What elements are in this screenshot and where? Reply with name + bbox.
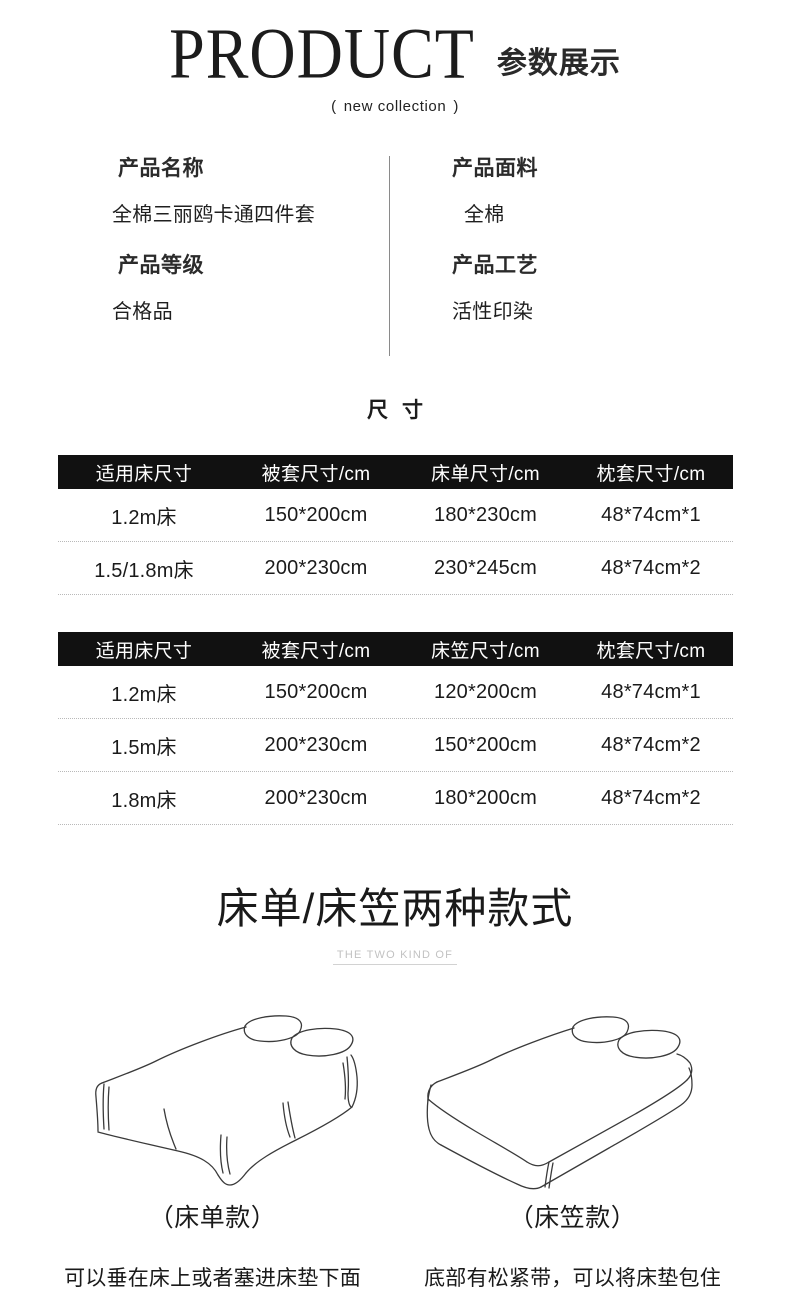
- styles-section-subtitle: THE TWO KIND OF: [332, 949, 458, 965]
- size-table-fitted-sheet: 适用床尺寸 被套尺寸/cm 床笠尺寸/cm 枕套尺寸/cm 1.2m床 150*…: [58, 632, 733, 825]
- cell-pillowcase-size: 48*74cm*2: [601, 786, 701, 809]
- table-row: 1.8m床 200*230cm 180*200cm 48*74cm*2: [58, 772, 733, 825]
- column-header-bed-size: 适用床尺寸: [95, 640, 193, 662]
- caption-fitted-sheet: （床笠款） 底部有松紧带，可以将床垫包住: [400, 1198, 745, 1292]
- flat-sheet-illustration: [60, 985, 390, 1195]
- caption-title: （床单款）: [148, 1204, 277, 1232]
- spec-value: 活性印染: [452, 301, 534, 323]
- table-row: 1.2m床 150*200cm 120*200cm 48*74cm*1: [58, 666, 733, 719]
- cell-bed-size: 1.5m床: [111, 736, 177, 759]
- cell-fitted-sheet-size: 150*200cm: [434, 733, 537, 756]
- product-spec-block: 产品名称 全棉三丽鸥卡通四件套 产品等级 合格品 产品面料 全棉 产品工艺 活性…: [0, 152, 790, 362]
- page-header: PRODUCT 参数展示 ( new collection): [0, 0, 790, 140]
- table-header-row: 适用床尺寸 被套尺寸/cm 床单尺寸/cm 枕套尺寸/cm: [58, 455, 733, 489]
- caption-description: 可以垂在床上或者塞进床垫下面: [64, 1267, 361, 1290]
- spec-value: 全棉: [464, 204, 505, 226]
- spec-label: 产品名称: [118, 157, 204, 180]
- table-row: 1.5/1.8m床 200*230cm 230*245cm 48*74cm*2: [58, 542, 733, 595]
- cell-duvet-cover-size: 150*200cm: [264, 680, 368, 703]
- cell-duvet-cover-size: 200*230cm: [264, 786, 368, 809]
- column-header-flat-sheet-size: 床单尺寸/cm: [431, 463, 540, 485]
- cell-bed-size: 1.5/1.8m床: [94, 559, 194, 582]
- column-header-duvet-cover-size: 被套尺寸/cm: [261, 463, 371, 485]
- header-title-row: PRODUCT 参数展示: [0, 18, 790, 90]
- column-header-pillowcase-size: 枕套尺寸/cm: [596, 463, 706, 485]
- table-row: 1.5m床 200*230cm 150*200cm 48*74cm*2: [58, 719, 733, 772]
- table-row: 1.2m床 150*200cm 180*230cm 48*74cm*1: [58, 489, 733, 542]
- size-table-flat-sheet: 适用床尺寸 被套尺寸/cm 床单尺寸/cm 枕套尺寸/cm 1.2m床 150*…: [58, 455, 733, 595]
- page-title-chinese: 参数展示: [496, 47, 621, 80]
- spec-item-product-name: 产品名称 全棉三丽鸥卡通四件套: [112, 152, 315, 227]
- cell-pillowcase-size: 48*74cm*1: [601, 503, 701, 526]
- column-header-pillowcase-size: 枕套尺寸/cm: [596, 640, 706, 662]
- column-header-bed-size: 适用床尺寸: [95, 463, 193, 485]
- styles-section-title: 床单/床笠两种款式: [216, 885, 574, 932]
- subtitle-close-paren: ): [453, 98, 459, 115]
- cell-fitted-sheet-size: 120*200cm: [434, 680, 537, 703]
- fitted-sheet-illustration: [405, 985, 735, 1195]
- column-header-duvet-cover-size: 被套尺寸/cm: [261, 640, 371, 662]
- spec-column-left: 产品名称 全棉三丽鸥卡通四件套 产品等级 合格品: [112, 152, 315, 346]
- caption-title: （床笠款）: [508, 1204, 637, 1232]
- styles-section-subtitle-wrap: THE TWO KIND OF: [0, 945, 790, 965]
- cell-duvet-cover-size: 200*230cm: [264, 556, 368, 579]
- spec-label: 产品工艺: [452, 254, 538, 277]
- cell-flat-sheet-size: 230*245cm: [434, 556, 537, 579]
- cell-fitted-sheet-size: 180*200cm: [434, 786, 537, 809]
- cell-pillowcase-size: 48*74cm*1: [601, 680, 701, 703]
- cell-bed-size: 1.8m床: [111, 789, 177, 812]
- page-title-english: PRODUCT: [169, 13, 475, 94]
- spec-label: 产品等级: [118, 254, 204, 277]
- spec-value: 全棉三丽鸥卡通四件套: [112, 204, 315, 226]
- size-section-heading: 尺寸: [367, 399, 437, 422]
- spec-item-product-craft: 产品工艺 活性印染: [452, 249, 538, 324]
- subtitle-open-paren: (: [331, 98, 337, 115]
- style-captions: （床单款） 可以垂在床上或者塞进床垫下面 （床笠款） 底部有松紧带，可以将床垫包…: [0, 1198, 790, 1298]
- column-header-fitted-sheet-size: 床笠尺寸/cm: [431, 640, 540, 662]
- cell-pillowcase-size: 48*74cm*2: [601, 556, 701, 579]
- spec-column-divider: [389, 156, 390, 356]
- caption-flat-sheet: （床单款） 可以垂在床上或者塞进床垫下面: [40, 1198, 385, 1292]
- spec-item-product-fabric: 产品面料 全棉: [452, 152, 538, 227]
- spec-column-right: 产品面料 全棉 产品工艺 活性印染: [452, 152, 538, 346]
- cell-duvet-cover-size: 200*230cm: [264, 733, 368, 756]
- subtitle-text: new collection: [343, 98, 447, 115]
- cell-flat-sheet-size: 180*230cm: [434, 503, 537, 526]
- cell-bed-size: 1.2m床: [111, 683, 177, 706]
- table-header-row: 适用床尺寸 被套尺寸/cm 床笠尺寸/cm 枕套尺寸/cm: [58, 632, 733, 666]
- spec-label: 产品面料: [452, 157, 538, 180]
- cell-duvet-cover-size: 150*200cm: [264, 503, 368, 526]
- spec-item-product-grade: 产品等级 合格品: [112, 249, 315, 324]
- style-illustrations: [0, 985, 790, 1200]
- header-subtitle: ( new collection): [0, 98, 790, 115]
- caption-description: 底部有松紧带，可以将床垫包住: [424, 1267, 721, 1290]
- cell-pillowcase-size: 48*74cm*2: [601, 733, 701, 756]
- cell-bed-size: 1.2m床: [111, 506, 177, 529]
- spec-value: 合格品: [112, 301, 173, 323]
